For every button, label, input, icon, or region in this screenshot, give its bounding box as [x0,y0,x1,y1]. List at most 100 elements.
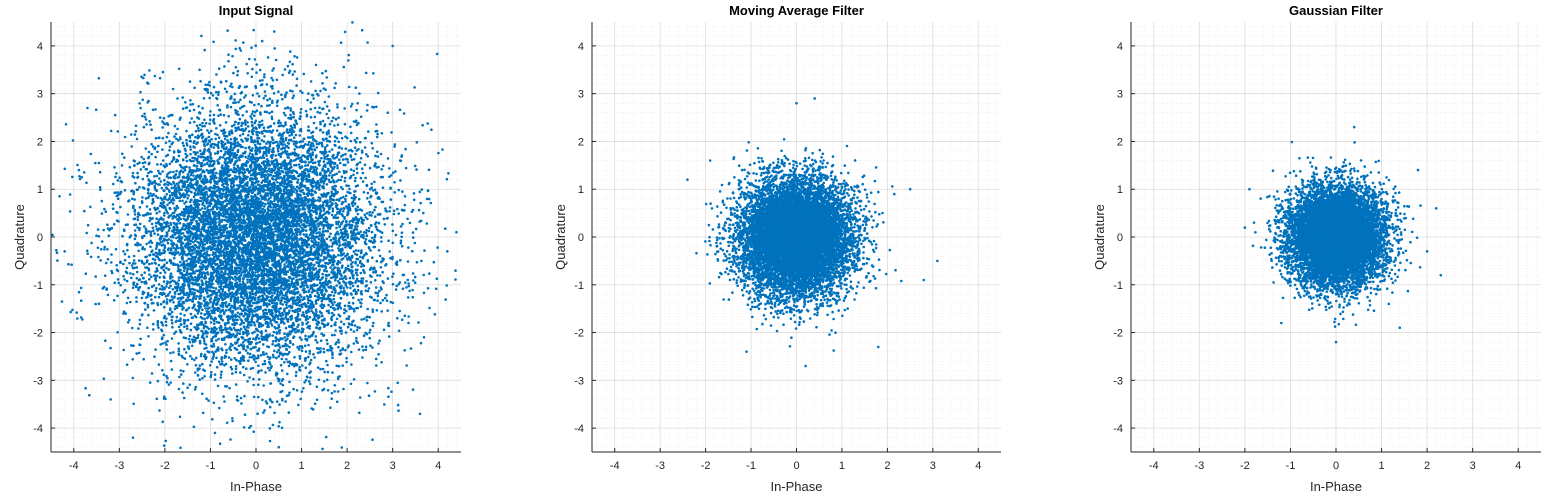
scatter-point [238,155,242,158]
scatter-point [155,217,158,220]
scatter-point [204,307,207,310]
scatter-point [251,67,254,71]
scatter-point [391,275,394,279]
scatter-point [141,114,144,118]
scatter-point [304,229,308,232]
scatter-point [363,146,367,149]
scatter-point [271,423,275,427]
scatter-point [354,249,358,252]
scatter-point [291,62,294,66]
scatter-point [375,259,379,263]
scatter-point [77,168,81,172]
scatter-point [381,175,385,179]
scatter-point [135,266,139,269]
scatter-point [259,354,263,357]
scatter-point [309,101,313,104]
scatter-point [206,295,209,298]
scatter-point [319,150,322,154]
scatter-point [232,146,235,150]
scatter-point [393,181,396,184]
scatter-point [257,171,261,175]
scatter-point [261,202,265,205]
scatter-point [220,370,223,374]
scatter-point [75,311,78,314]
scatter-point [311,151,315,154]
scatter-point [359,115,363,119]
scatter-point [159,180,163,183]
scatter-point [366,191,370,195]
scatter-point [314,229,317,233]
scatter-point [368,187,372,191]
scatter-point [128,261,131,265]
scatter-point [266,98,269,102]
scatter-point [298,134,302,137]
scatter-point [171,87,175,91]
scatter-point [414,227,418,231]
scatter-point [373,298,377,302]
scatter-point [227,114,230,118]
scatter-point [239,91,243,95]
scatter-point [223,260,226,263]
scatter-point [308,233,312,237]
scatter-point [165,285,168,288]
scatter-point [353,190,356,193]
scatter-point [113,281,116,285]
scatter-point [229,438,232,441]
scatter-point [189,312,193,316]
scatter-point [165,348,169,351]
scatter-point [304,263,307,267]
scatter-point [130,276,133,280]
scatter-point [292,115,296,119]
scatter-point [209,271,213,275]
scatter-point [297,215,300,219]
scatter-point [342,195,345,199]
scatter-point [196,289,199,293]
scatter-point [430,128,433,131]
scatter-point [379,152,383,156]
scatter-point [275,129,279,132]
scatter-point [161,159,165,162]
scatter-point [150,262,154,265]
scatter-point [212,85,216,89]
scatter-point [214,137,217,141]
scatter-point [153,232,156,235]
scatter-point [212,286,215,290]
scatter-point [267,345,271,349]
scatter-point [252,430,255,434]
scatter-point [278,420,281,424]
scatter-point [97,161,101,165]
scatter-point [195,356,198,360]
scatter-point [373,215,377,218]
scatter-point [344,157,348,161]
scatter-point [179,260,182,264]
scatter-point [161,136,164,140]
scatter-point [399,239,403,242]
scatter-point [274,58,278,62]
scatter-point [157,169,160,173]
scatter-point [368,331,371,334]
scatter-point [285,358,288,361]
scatter-point [143,301,146,305]
scatter-point [211,94,215,97]
scatter-point [102,228,105,232]
scatter-point [244,155,247,159]
scatter-point [270,115,274,119]
scatter-point [406,278,410,282]
scatter-point [208,164,211,168]
scatter-point [434,287,438,291]
scatter-point [388,167,391,170]
scatter-point [261,398,264,402]
scatter-point [162,373,166,377]
scatter-point [216,384,220,388]
scatter-point [200,312,203,315]
scatter-point [280,369,284,372]
scatter-point [157,283,161,286]
scatter-point [290,324,294,327]
scatter-point [282,111,286,115]
scatter-point [379,301,382,305]
scatter-point [359,301,362,304]
scatter-point [281,294,285,297]
scatter-point [174,305,177,308]
scatter-point [306,157,309,160]
scatter-point [373,164,376,168]
